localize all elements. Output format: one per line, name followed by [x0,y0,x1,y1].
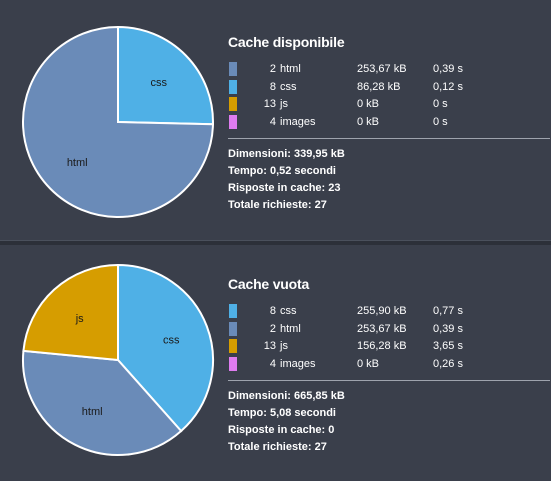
request-count: 2 [269,63,276,75]
request-count: 8 [269,80,276,93]
summary-size: Dimensioni: 339,95 kB [228,148,345,160]
request-count: 13 [263,98,276,110]
resource-type: images [280,357,316,370]
primed-cache-info: Cache disponibile 2 html 253,67 kB 0,39 … [228,34,550,214]
primed-cache-pie-chart: css html [20,24,216,220]
summary-total: Totale richieste: 27 [228,441,327,453]
color-swatch [229,79,237,94]
pie-label-html: html [82,406,103,418]
resource-size: 255,90 kB [357,305,407,317]
pie-slice-css [117,25,214,126]
request-count: 4 [269,115,276,128]
section-title: Cache vuota [228,276,310,292]
resource-type: css [280,80,297,93]
stats-row: 2 html 253,67 kB 0,39 s [228,321,548,340]
request-count: 8 [269,305,276,317]
stats-table: 8 css 255,90 kB 0,77 s 2 html 253,67 kB … [228,304,548,374]
resource-type: html [280,322,301,335]
pie-svg: css html [22,25,214,218]
pie-slice-css [117,263,214,433]
request-count: 13 [263,340,276,352]
resource-type: css [280,305,297,317]
pie-label-html: html [67,157,88,169]
summary-cached: Risposte in cache: 0 [228,424,335,436]
stats-row: 4 images 0 kB 0 s [228,114,548,133]
resource-time: 0 s [433,115,448,128]
summary-total: Totale richieste: 27 [228,199,327,211]
resource-size: 86,28 kB [357,80,401,93]
resource-type: html [280,63,301,75]
resource-time: 0,39 s [433,322,463,335]
stats-row: 2 html 253,67 kB 0,39 s [228,62,548,80]
pie-label-css: css [163,335,180,347]
pie-label-css: css [151,77,168,89]
divider [228,138,550,139]
stats-row: 4 images 0 kB 0,26 s [228,356,548,375]
summary-time: Tempo: 5,08 secondi [228,407,336,419]
empty-cache-section: css html js Cache vuota 8 css 255,90 kB 0,… [0,244,551,481]
color-swatch [229,97,237,111]
resource-time: 0,39 s [433,63,463,75]
divider [228,380,550,381]
resource-size: 253,67 kB [357,63,407,75]
stats-row: 13 js 0 kB 0 s [228,97,548,115]
color-swatch [229,62,237,76]
pie-slice-js [22,263,119,362]
resource-time: 3,65 s [433,340,463,352]
resource-type: js [280,340,288,352]
resource-size: 0 kB [357,98,380,110]
stats-row: 8 css 255,90 kB 0,77 s [228,304,548,322]
primed-cache-section: css html Cache disponibile 2 html 253,67 … [0,0,551,240]
resource-type: js [280,98,288,110]
request-count: 2 [269,322,276,335]
summary-time: Tempo: 0,52 secondi [228,165,336,177]
stats-table: 2 html 253,67 kB 0,39 s 8 css 86,28 kB 0… [228,62,548,132]
empty-cache-info: Cache vuota 8 css 255,90 kB 0,77 s 2 htm… [228,276,550,456]
color-swatch [229,304,237,318]
section-title: Cache disponibile [228,34,345,50]
resource-time: 0,77 s [433,305,463,317]
pie-slice-html [22,349,183,456]
resource-type: images [280,115,316,128]
resource-time: 0 s [433,98,448,110]
resource-time: 0,12 s [433,80,463,93]
summary-cached: Risposte in cache: 23 [228,182,341,194]
resource-size: 253,67 kB [357,322,407,335]
resource-size: 156,28 kB [357,340,407,352]
empty-cache-pie-chart: css html js [20,262,216,458]
stats-row: 8 css 86,28 kB 0,12 s [228,79,548,98]
color-swatch [229,114,237,129]
resource-size: 0 kB [357,357,380,370]
pie-label-js: js [75,313,84,325]
summary-size: Dimensioni: 665,85 kB [228,390,345,402]
section-divider [0,240,551,245]
color-swatch [229,339,237,353]
pie-slice-html [22,25,214,218]
stats-row: 13 js 156,28 kB 3,65 s [228,339,548,357]
request-count: 4 [269,357,276,370]
pie-svg: css html js [22,263,214,456]
color-swatch [229,356,237,371]
resource-time: 0,26 s [433,357,463,370]
color-swatch [229,321,237,336]
resource-size: 0 kB [357,115,380,128]
